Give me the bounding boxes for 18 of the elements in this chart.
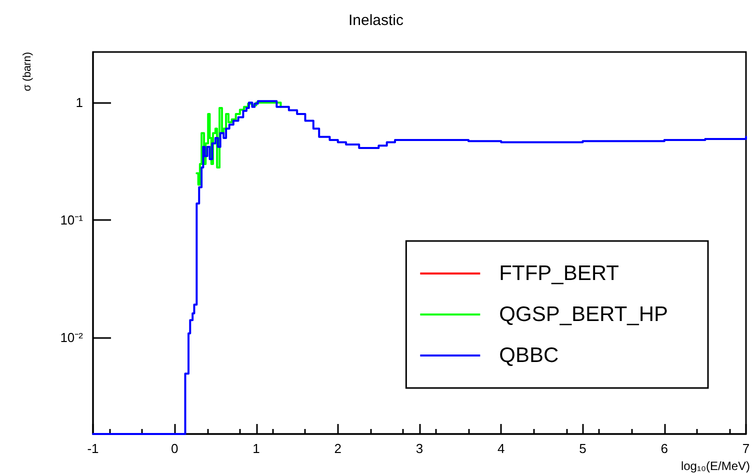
x-tick-label: 7	[742, 441, 750, 456]
y-tick-label: 10⁻¹	[60, 212, 84, 228]
x-tick-label: 5	[579, 441, 586, 456]
x-tick-label: 4	[498, 441, 505, 456]
y-tick-label: 10⁻²	[60, 330, 84, 345]
x-tick-label: 3	[416, 441, 424, 456]
x-tick-label: 0	[171, 441, 178, 456]
x-tick-label: 1	[252, 441, 260, 456]
chart-title: Inelastic	[348, 12, 404, 29]
y-tick-label: 1	[76, 95, 83, 110]
legend-label: QGSP_BERT_HP	[499, 303, 668, 326]
x-axis-title: log₁₀(E/MeV)	[680, 459, 750, 473]
x-tick-label: -1	[87, 441, 99, 456]
x-tick-label: 2	[334, 441, 342, 456]
legend-label: FTFP_BERT	[499, 262, 620, 285]
y-axis-title: σ (barn)	[22, 52, 34, 92]
legend-label: QBBC	[499, 344, 559, 367]
x-tick-label: 6	[660, 441, 668, 456]
